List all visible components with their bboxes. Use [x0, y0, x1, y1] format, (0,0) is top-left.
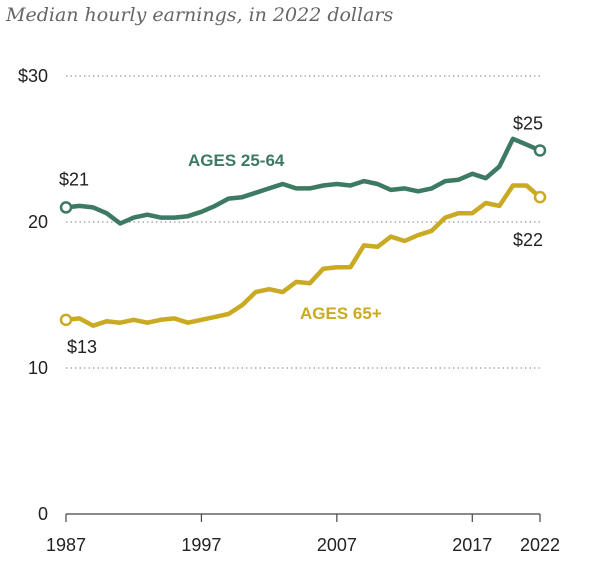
x-tick-label: 1987 [46, 535, 86, 555]
y-tick-label: 0 [38, 504, 48, 524]
y-tick-label: 10 [28, 358, 48, 378]
series-labels: AGES 25-64 AGES 65+ [188, 151, 382, 323]
x-tick-label: 2007 [317, 535, 357, 555]
series-endpoint-marker [533, 144, 547, 157]
x-tick-label: 2022 [520, 535, 560, 555]
value-annotation: $21 [59, 169, 89, 189]
chart-subtitle: Median hourly earnings, in 2022 dollars [6, 4, 394, 26]
value-annotation: $13 [67, 337, 97, 357]
series-line-1 [63, 183, 543, 328]
series-endpoint-marker [59, 313, 73, 327]
series-endpoint-marker [533, 190, 547, 204]
series-label-ages-25-64: AGES 25-64 [188, 151, 285, 170]
series-label-ages-65-plus: AGES 65+ [300, 304, 382, 323]
value-annotations: $21 $25 $13 $22 [59, 113, 543, 356]
x-axis: 1987 1997 2007 2017 2022 [46, 514, 560, 555]
x-tick-label: 1997 [181, 535, 221, 555]
y-tick-label: 20 [28, 212, 48, 232]
y-axis-ticks: 0 10 20 $30 [18, 66, 48, 524]
value-annotation: $22 [513, 230, 543, 250]
grid-lines [66, 75, 540, 515]
x-tick-label: 2017 [452, 535, 492, 555]
y-tick-label: $30 [18, 66, 48, 86]
series-endpoint-marker [59, 201, 73, 214]
series-lines [59, 136, 547, 328]
series-line-0 [63, 136, 543, 226]
value-annotation: $25 [513, 113, 543, 133]
